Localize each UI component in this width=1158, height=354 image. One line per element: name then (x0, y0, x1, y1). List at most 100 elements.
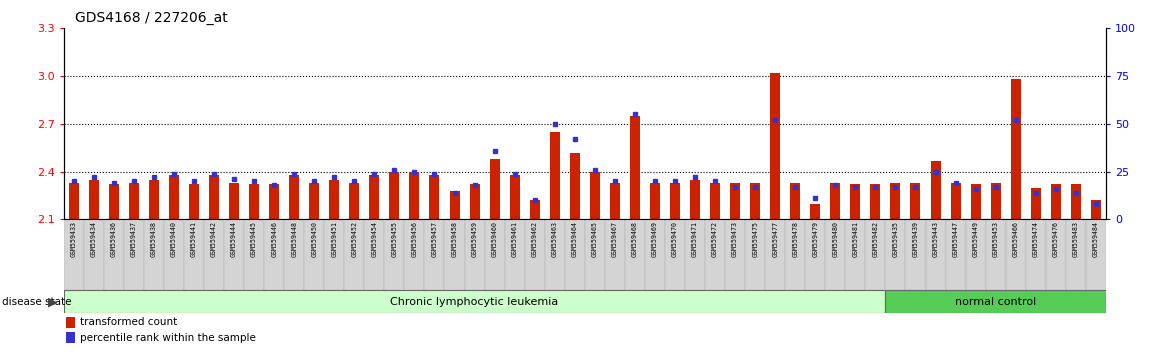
Bar (350, 183, 359, 219)
Bar (204, 219, 223, 290)
Bar (745, 219, 765, 290)
Bar (790, 183, 800, 219)
Bar (469, 184, 479, 219)
Text: GSM559438: GSM559438 (151, 221, 156, 257)
Text: GSM559464: GSM559464 (572, 221, 578, 257)
Bar (430, 175, 440, 219)
Text: GSM559433: GSM559433 (71, 221, 76, 257)
Bar (1086, 219, 1106, 290)
Text: GSM559436: GSM559436 (111, 221, 117, 257)
Bar (811, 204, 820, 219)
Bar (850, 184, 860, 219)
Bar (1091, 200, 1101, 219)
Bar (104, 219, 124, 290)
Bar (1050, 184, 1061, 219)
Text: GSM559452: GSM559452 (351, 221, 358, 257)
Text: GSM559460: GSM559460 (492, 221, 498, 257)
Text: GSM559481: GSM559481 (852, 221, 858, 257)
Bar (505, 219, 525, 290)
Text: GSM559455: GSM559455 (391, 221, 397, 257)
Text: GSM559467: GSM559467 (611, 221, 618, 257)
Bar (765, 219, 785, 290)
Bar (184, 219, 204, 290)
Bar (931, 161, 940, 219)
Bar (208, 175, 219, 219)
Bar (725, 219, 745, 290)
Bar (1046, 219, 1065, 290)
Bar (845, 219, 865, 290)
Bar (389, 172, 400, 219)
Bar (68, 183, 79, 219)
Text: GSM559448: GSM559448 (291, 221, 298, 257)
Bar (223, 219, 244, 290)
Bar (449, 191, 460, 219)
Bar (284, 219, 305, 290)
Text: GSM559473: GSM559473 (732, 221, 738, 257)
Bar (109, 184, 119, 219)
Bar (1065, 219, 1086, 290)
Bar (1005, 219, 1026, 290)
Bar (785, 219, 805, 290)
Bar (244, 219, 264, 290)
Text: GSM559461: GSM559461 (512, 221, 518, 257)
Text: GSM559445: GSM559445 (251, 221, 257, 257)
Text: GSM559441: GSM559441 (191, 221, 197, 257)
Bar (344, 219, 365, 290)
Bar (891, 183, 901, 219)
Text: GSM559458: GSM559458 (452, 221, 457, 257)
Bar (445, 219, 464, 290)
Bar (830, 183, 841, 219)
Bar (610, 183, 620, 219)
Text: GSM559434: GSM559434 (90, 221, 97, 257)
Text: transformed count: transformed count (80, 317, 177, 327)
Bar (686, 219, 705, 290)
Bar (805, 219, 826, 290)
Bar (690, 180, 701, 219)
Text: GSM559453: GSM559453 (992, 221, 998, 257)
Text: GSM559482: GSM559482 (872, 221, 879, 257)
Text: GSM559465: GSM559465 (592, 221, 598, 257)
Bar (66, 332, 74, 343)
Bar (510, 175, 520, 219)
Bar (384, 219, 404, 290)
Bar (369, 175, 380, 219)
Bar (309, 183, 320, 219)
Bar (425, 219, 445, 290)
Bar (365, 219, 384, 290)
Text: GSM559457: GSM559457 (432, 221, 438, 257)
Bar (1071, 184, 1080, 219)
Bar (1031, 188, 1041, 219)
Bar (705, 219, 725, 290)
Text: GSM559479: GSM559479 (812, 221, 819, 257)
Text: GSM559469: GSM559469 (652, 221, 658, 257)
Text: GSM559451: GSM559451 (331, 221, 337, 257)
Bar (149, 180, 159, 219)
Text: GSM559439: GSM559439 (913, 221, 918, 257)
Bar (189, 184, 199, 219)
Bar (966, 219, 985, 290)
Text: GSM559450: GSM559450 (312, 221, 317, 257)
Bar (329, 180, 339, 219)
Bar (826, 219, 845, 290)
Text: GSM559435: GSM559435 (893, 221, 899, 257)
Text: GSM559440: GSM559440 (171, 221, 177, 257)
Text: GSM559443: GSM559443 (932, 221, 938, 257)
Bar (710, 183, 720, 219)
Bar (604, 219, 625, 290)
Bar (264, 219, 284, 290)
Bar (886, 290, 1106, 313)
Bar (529, 200, 540, 219)
Bar (770, 73, 780, 219)
Text: GSM559480: GSM559480 (833, 221, 838, 257)
Bar (906, 219, 925, 290)
Text: GSM559447: GSM559447 (953, 221, 959, 257)
Text: GSM559454: GSM559454 (372, 221, 378, 257)
Bar (64, 290, 886, 313)
Text: GSM559472: GSM559472 (712, 221, 718, 257)
Bar (570, 153, 580, 219)
Bar (550, 132, 559, 219)
Bar (169, 175, 179, 219)
Text: GSM559483: GSM559483 (1072, 221, 1079, 257)
Bar (89, 180, 98, 219)
Bar (625, 219, 645, 290)
